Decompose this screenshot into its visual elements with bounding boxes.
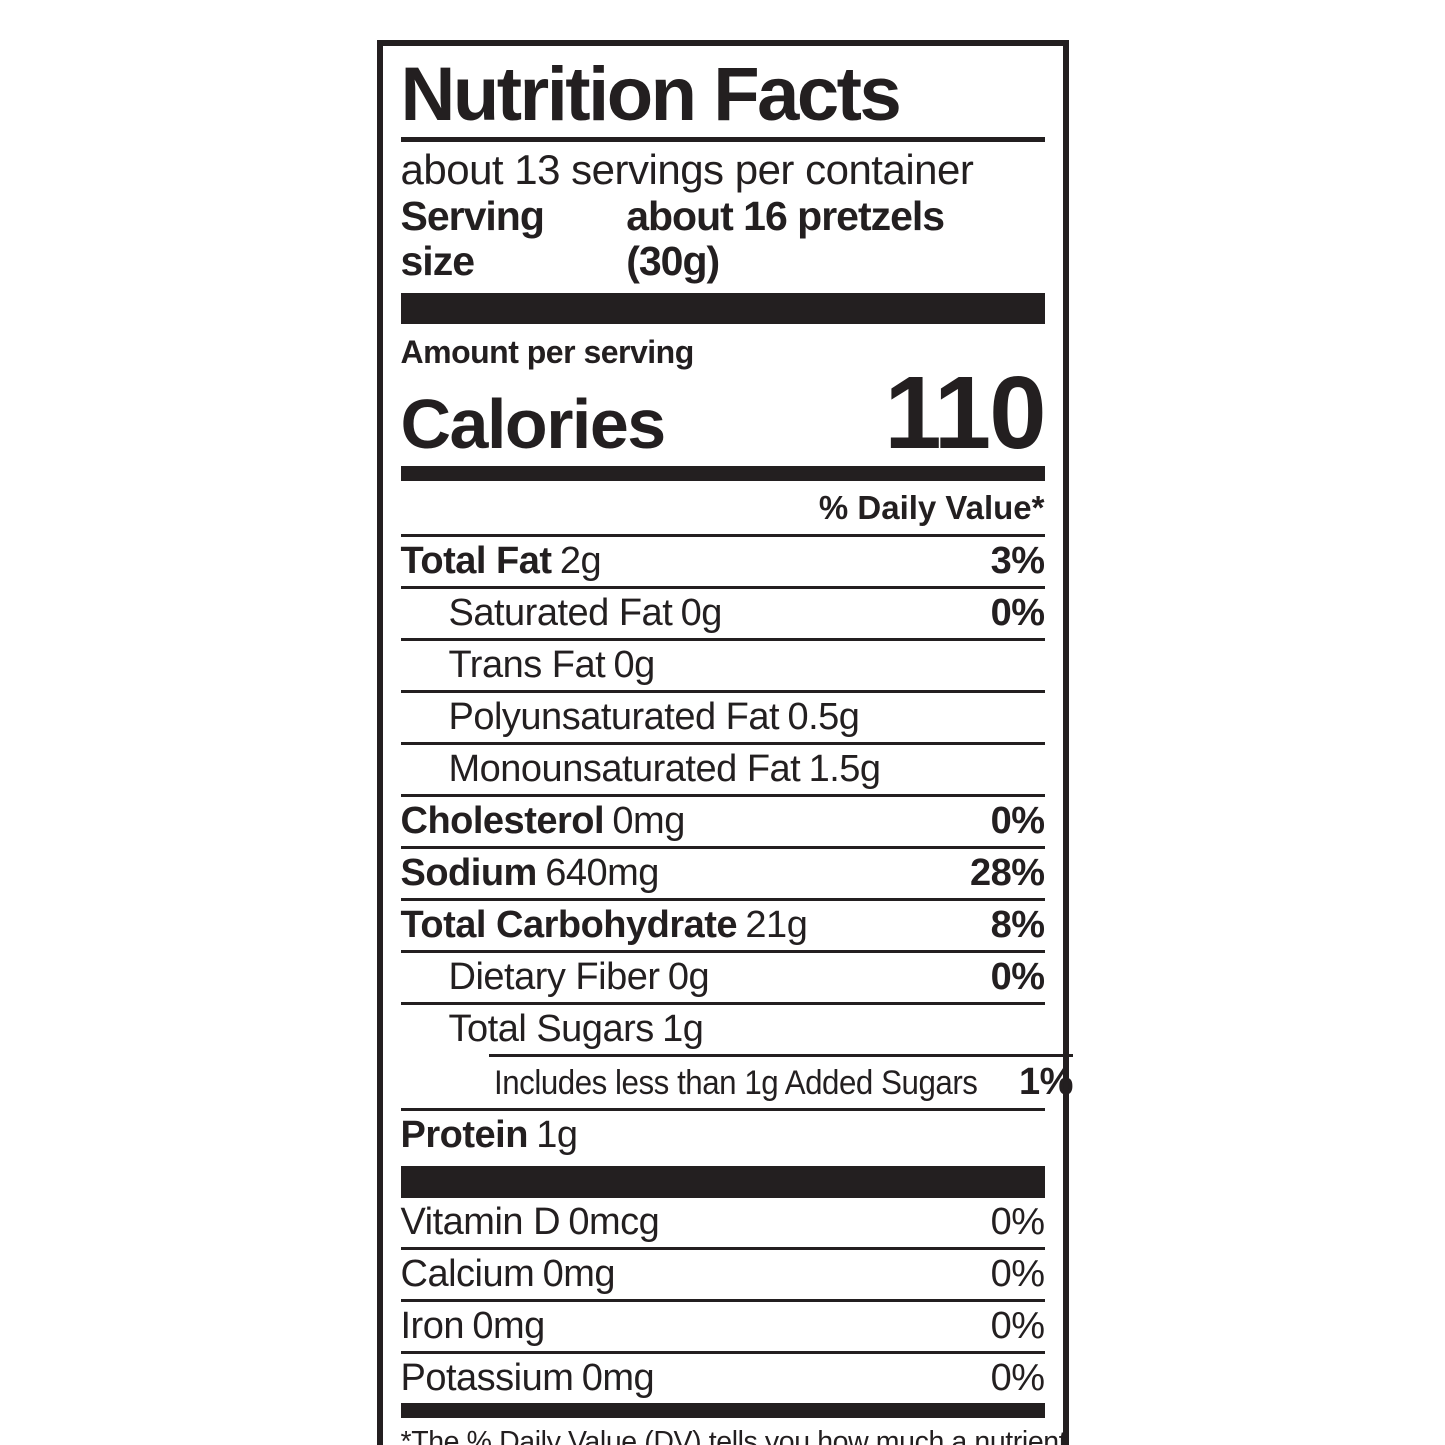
table-row-total-fat: Total Fat 2g 3%: [401, 537, 1045, 586]
divider-bar-thick: [400, 1165, 1045, 1198]
table-row-trans-fat: Trans Fat 0g: [400, 637, 1045, 690]
nutrient-name: Total Fat: [400, 539, 553, 582]
nutrient-name: Dietary Fiber: [448, 955, 661, 998]
nutrient-dv: 0%: [990, 1252, 1045, 1295]
table-row-added-sugars: Includes less than 1g Added Sugars 1%: [401, 1053, 1073, 1108]
nutrient-dv: 28%: [969, 851, 1045, 894]
table-row-sodium: Sodium 640mg 28%: [400, 845, 1045, 898]
nutrient-amount: 0mg: [542, 1252, 616, 1295]
calories-row: Calories 110: [400, 355, 1047, 471]
nutrient-name: Polyunsaturated Fat: [448, 695, 780, 738]
table-row-polyunsaturated-fat: Polyunsaturated Fat 0.5g: [400, 689, 1045, 742]
divider-bar-medium: [400, 1402, 1045, 1418]
table-row-cholesterol: Cholesterol 0mg 0%: [400, 793, 1045, 846]
nutrient-name: Includes less than 1g Added Sugars: [493, 1063, 978, 1102]
table-row-calcium: Calcium 0mg 0%: [400, 1246, 1045, 1299]
nutrient-dv: 8%: [990, 903, 1045, 946]
nutrition-facts-label: Nutrition Facts about 13 servings per co…: [376, 40, 1073, 1445]
table-row-vitamin-d: Vitamin D 0mcg 0%: [401, 1198, 1045, 1247]
table-row-dietary-fiber: Dietary Fiber 0g 0%: [400, 949, 1045, 1002]
nutrient-dv: 0%: [990, 1356, 1045, 1399]
nutrient-name: Total Carbohydrate: [400, 903, 738, 946]
servings-per-container: about 13 servings per container: [400, 145, 974, 193]
nutrient-name: Total Sugars: [448, 1007, 655, 1050]
serving-size-label: Serving size: [400, 192, 545, 284]
footnote-line: *The % Daily Value (DV) tells you how mu…: [400, 1425, 1067, 1445]
serving-size-value: about 16 pretzels (30g): [626, 192, 945, 284]
serving-size-row: Serving size about 16 pretzels (30g): [400, 192, 1045, 284]
table-row-protein: Protein 1g: [400, 1107, 1045, 1160]
nutrient-name: Potassium: [400, 1356, 574, 1399]
nutrient-name: Protein: [400, 1113, 529, 1156]
nutrient-amount: 0mg: [472, 1304, 545, 1347]
nutrient-name: Iron: [400, 1304, 465, 1347]
table-row-monounsaturated-fat: Monounsaturated Fat 1.5g: [400, 741, 1045, 794]
nutrient-name: Trans Fat: [448, 643, 606, 686]
table-row-total-sugars: Total Sugars 1g: [400, 1001, 1045, 1054]
table-row-potassium: Potassium 0mg 0%: [400, 1350, 1045, 1403]
nutrient-amount: 0mg: [581, 1356, 655, 1399]
nutrient-dv: 0%: [990, 1200, 1045, 1243]
nutrient-amount: 0.5g: [787, 695, 860, 738]
nutrient-name: Saturated Fat: [448, 591, 673, 634]
nutrient-name: Calcium: [400, 1252, 535, 1295]
nutrient-amount: 640mg: [545, 851, 659, 894]
divider-bar-medium: [400, 465, 1045, 481]
nutrient-dv: 0%: [990, 1304, 1045, 1347]
amount-per-serving-label: Amount per serving: [400, 334, 695, 371]
nutrient-name: Monounsaturated Fat: [448, 747, 801, 790]
calories-value: 110: [884, 355, 1046, 471]
table-row-saturated-fat: Saturated Fat 0g 0%: [400, 585, 1045, 638]
nutrient-amount: 1g: [662, 1007, 704, 1050]
daily-value-footnote: *The % Daily Value (DV) tells you how mu…: [400, 1425, 1067, 1445]
nutrient-amount: 0mg: [612, 799, 685, 842]
label-title: Nutrition Facts: [400, 56, 1045, 142]
nutrient-amount: 0g: [680, 591, 723, 634]
nutrient-name: Sodium: [400, 851, 538, 894]
table-row-iron: Iron 0mg 0%: [400, 1298, 1045, 1351]
nutrient-name: Cholesterol: [400, 799, 605, 842]
nutrient-dv: 0%: [990, 799, 1045, 842]
nutrient-amount: 1g: [536, 1113, 578, 1156]
nutrient-amount: 0g: [613, 643, 656, 686]
nutrient-amount: 2g: [559, 539, 602, 582]
nutrient-amount: 0mcg: [568, 1200, 660, 1243]
nutrient-dv: 1%: [1019, 1060, 1073, 1103]
nutrient-dv: 0%: [990, 955, 1045, 998]
nutrient-amount: 0g: [667, 955, 710, 998]
calories-label: Calories: [400, 385, 667, 464]
nutrient-amount: 1.5g: [808, 747, 881, 790]
divider-bar-thick: [400, 293, 1045, 325]
nutrient-amount: 21g: [745, 903, 808, 946]
table-row-total-carbohydrate: Total Carbohydrate 21g 8%: [400, 897, 1045, 950]
nutrient-name: Vitamin D: [400, 1200, 561, 1243]
nutrient-dv: 3%: [990, 539, 1045, 582]
daily-value-header: % Daily Value*: [400, 481, 1045, 537]
nutrient-dv: 0%: [990, 591, 1045, 634]
